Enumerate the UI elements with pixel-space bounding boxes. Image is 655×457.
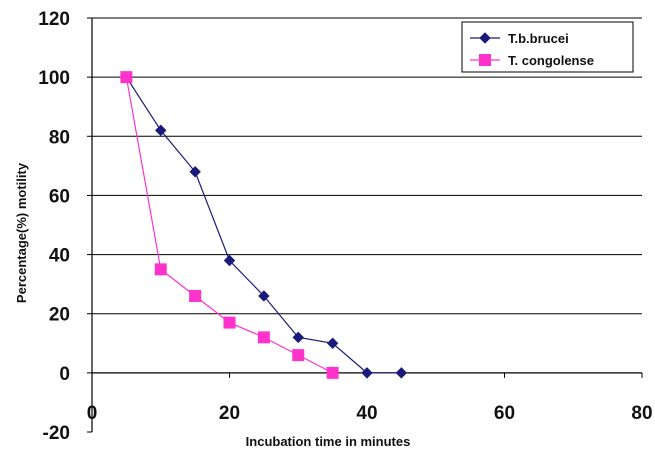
data-point-t-b-brucei xyxy=(292,331,304,344)
data-point-t-congolense xyxy=(326,366,339,379)
x-tick-label: 40 xyxy=(356,403,377,424)
y-tick-label: 80 xyxy=(49,127,70,148)
legend-marker xyxy=(479,32,491,44)
data-point-t-congolense xyxy=(223,316,236,329)
y-tick-label: 40 xyxy=(49,246,70,267)
series-line-t-b-brucei xyxy=(125,76,402,374)
data-point-t-b-brucei xyxy=(155,124,167,137)
tick-labels: -20 0 20 40 60 80 100 120 0 20 40 60 80 xyxy=(38,9,652,444)
y-tick-label: 20 xyxy=(49,305,70,326)
gridlines xyxy=(92,17,642,315)
data-point-t-b-brucei xyxy=(361,367,373,379)
legend-marker xyxy=(479,54,491,66)
x-tick-label: 60 xyxy=(494,403,515,424)
data-point-t-congolense xyxy=(154,263,167,276)
x-tick-label: 0 xyxy=(87,403,98,424)
legend-label: T. congolense xyxy=(508,53,594,68)
y-tick-label: 120 xyxy=(38,9,70,30)
series-layer xyxy=(120,71,408,379)
series-t-congolense xyxy=(120,71,339,379)
data-point-t-b-brucei xyxy=(258,290,270,302)
data-point-t-b-brucei xyxy=(189,166,201,178)
data-point-t-b-brucei xyxy=(395,367,408,379)
data-point-t-congolense xyxy=(257,331,270,344)
y-axis-label: Percentage(%) motility xyxy=(14,162,29,303)
data-point-t-congolense xyxy=(120,71,133,84)
data-point-t-b-brucei xyxy=(326,337,339,349)
x-tick-label: 20 xyxy=(219,403,240,424)
y-tick-label: 100 xyxy=(38,68,70,89)
data-point-t-congolense xyxy=(292,349,305,362)
y-tick-label: 60 xyxy=(49,186,70,207)
legend-label: T.b.brucei xyxy=(508,31,569,46)
data-point-t-b-brucei xyxy=(223,254,236,267)
x-axis-label: Incubation time in minutes xyxy=(246,434,411,449)
x-tick-label: 80 xyxy=(631,403,652,424)
legend: T.b.brucei T. congolense xyxy=(461,21,634,73)
y-tick-label: -20 xyxy=(43,423,70,444)
y-tick-label: 0 xyxy=(59,364,70,385)
data-point-t-congolense xyxy=(189,289,202,302)
